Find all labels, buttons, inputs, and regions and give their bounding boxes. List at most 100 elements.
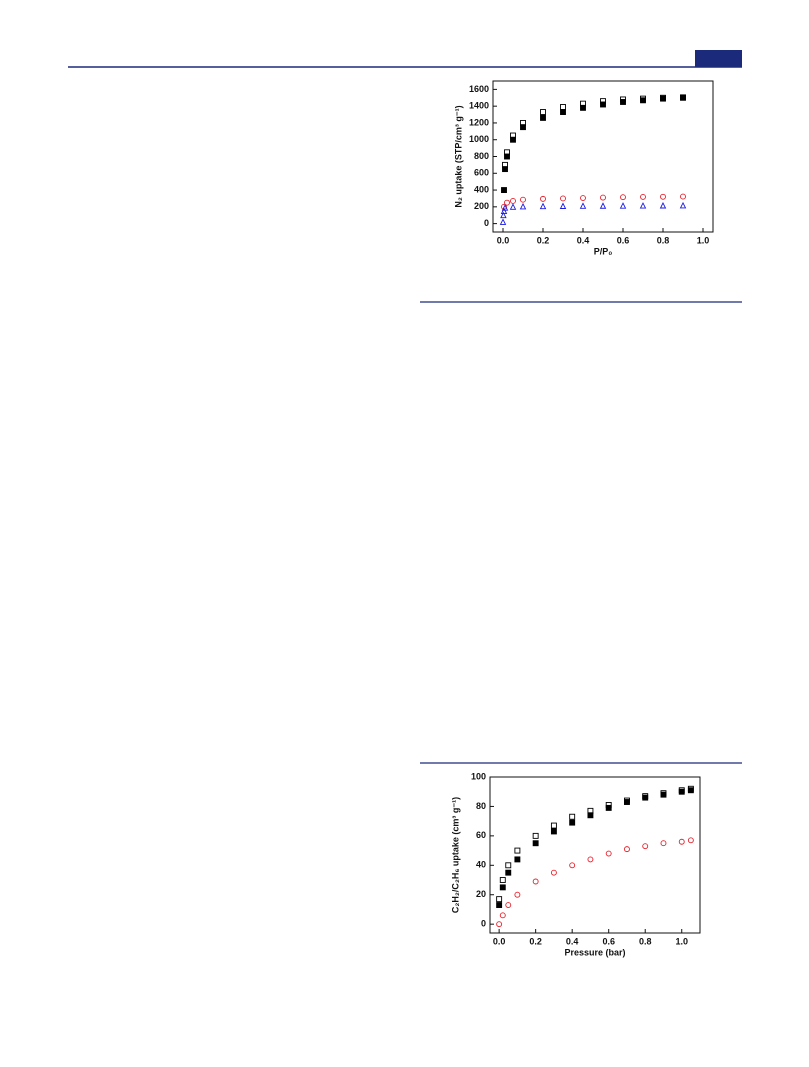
x-tick-label: 0.4 — [566, 936, 579, 946]
y-axis-label: N₂ uptake (STP/cm³ g⁻¹) — [453, 105, 463, 207]
data-point — [569, 813, 576, 820]
y-tick-label: 200 — [474, 201, 489, 211]
data-point — [660, 193, 666, 200]
data-point — [680, 94, 686, 101]
data-point — [569, 862, 576, 869]
data-point — [569, 819, 576, 826]
y-tick-label: 60 — [476, 830, 486, 840]
data-point — [679, 201, 687, 209]
plot-frame — [489, 776, 701, 934]
data-point — [550, 828, 557, 835]
data-point — [532, 878, 539, 885]
data-point — [599, 202, 607, 209]
y-tick-label: 40 — [476, 860, 486, 870]
data-point — [510, 136, 516, 143]
x-tick-label: 0.6 — [602, 936, 615, 946]
y-axis-label: C₂H₂/C₂H₆ uptake (cm³ g⁻¹) — [450, 797, 460, 913]
data-point — [560, 195, 566, 202]
data-point — [642, 843, 649, 850]
data-point — [605, 804, 612, 811]
y-tick-label: 20 — [476, 889, 486, 899]
y-tick-label: 600 — [474, 168, 489, 178]
data-point — [660, 791, 667, 798]
data-point — [532, 832, 539, 839]
data-point — [587, 812, 594, 819]
data-point — [505, 869, 512, 876]
data-point — [560, 104, 566, 110]
data-point — [504, 199, 510, 206]
y-tick-label: 1200 — [469, 117, 489, 127]
data-point — [532, 840, 539, 847]
header-tab — [695, 50, 742, 67]
data-point — [579, 202, 587, 209]
x-axis-label: Pressure (bar) — [564, 947, 625, 957]
data-point — [496, 921, 503, 928]
data-point — [587, 856, 594, 863]
data-point — [514, 891, 521, 898]
data-point — [499, 218, 507, 225]
data-point — [499, 912, 506, 919]
data-point — [520, 124, 526, 131]
y-tick-label: 100 — [471, 771, 486, 781]
data-point — [505, 862, 512, 869]
data-point — [660, 840, 667, 847]
x-tick-label: 0.6 — [617, 235, 630, 245]
data-point — [500, 207, 508, 214]
data-point — [499, 884, 506, 891]
data-point — [496, 902, 503, 908]
x-tick-label: 0.2 — [529, 936, 542, 946]
data-point — [687, 787, 694, 794]
data-point — [624, 799, 630, 805]
data-point — [505, 902, 512, 908]
y-tick-label: 400 — [474, 184, 489, 194]
data-point — [620, 194, 626, 201]
x-tick-label: 0.2 — [537, 235, 550, 245]
data-point — [550, 869, 557, 876]
x-axis-label: P/P₀ — [594, 246, 613, 256]
data-point — [687, 837, 694, 844]
data-point — [539, 202, 547, 210]
data-point — [659, 201, 667, 209]
x-tick-label: 0.0 — [493, 936, 506, 946]
data-point — [600, 194, 606, 201]
data-point — [501, 187, 507, 194]
data-point — [520, 196, 526, 203]
data-point — [550, 822, 557, 829]
y-tick-label: 1600 — [469, 84, 489, 94]
data-point — [680, 193, 686, 200]
data-point — [678, 838, 685, 845]
y-tick-label: 0 — [481, 919, 486, 929]
y-tick-label: 80 — [476, 801, 486, 811]
data-point — [639, 202, 647, 209]
data-point — [540, 109, 546, 115]
y-tick-label: 800 — [474, 151, 489, 161]
x-tick-label: 0.4 — [577, 235, 590, 245]
data-point — [560, 109, 566, 115]
y-tick-label: 1400 — [469, 101, 489, 111]
data-point — [559, 202, 567, 209]
y-tick-label: 0 — [484, 218, 489, 228]
x-tick-label: 1.0 — [697, 235, 710, 245]
x-tick-label: 0.8 — [639, 936, 652, 946]
x-tick-label: 1.0 — [675, 936, 688, 946]
x-tick-label: 0.8 — [657, 235, 670, 245]
data-point — [642, 794, 649, 801]
data-point — [499, 877, 506, 883]
data-point — [514, 856, 521, 863]
data-point — [620, 99, 626, 105]
data-point — [580, 195, 586, 201]
data-point — [678, 788, 685, 795]
data-point — [519, 202, 527, 210]
x-tick-label: 0.0 — [497, 235, 510, 245]
data-point — [502, 166, 508, 173]
data-point — [501, 204, 509, 211]
data-point — [640, 193, 646, 200]
y-tick-label: 1000 — [469, 134, 489, 144]
data-point — [496, 896, 503, 903]
data-point — [619, 202, 627, 209]
data-point — [660, 95, 666, 102]
data-point — [509, 203, 517, 210]
data-point — [600, 101, 606, 108]
data-point — [540, 195, 546, 202]
